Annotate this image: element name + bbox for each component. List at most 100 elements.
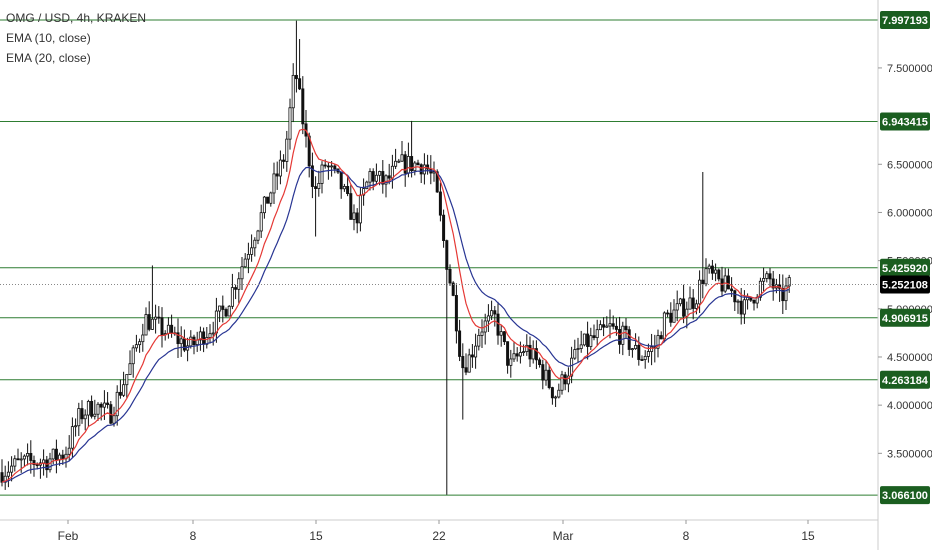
y-tick-label: 6.000000 [887, 207, 932, 219]
candle [723, 268, 727, 293]
candle [384, 174, 388, 198]
candle [262, 196, 266, 219]
axes [0, 0, 879, 550]
candle [349, 184, 353, 220]
candle [656, 329, 660, 358]
candle [598, 320, 602, 331]
horizontal-levels [0, 19, 878, 496]
candle [259, 204, 263, 238]
candle [602, 317, 606, 337]
candle [304, 110, 308, 148]
candle [566, 367, 570, 393]
candle [368, 168, 372, 191]
x-tick-label: 15 [801, 529, 815, 543]
candle [707, 263, 711, 274]
candle [240, 257, 244, 290]
svg-text:6.943415: 6.943415 [882, 117, 928, 129]
candle [214, 297, 218, 343]
candle [154, 304, 158, 334]
candle [544, 360, 548, 386]
candle [432, 161, 436, 182]
candle [493, 305, 497, 327]
candle [147, 301, 151, 332]
candle [256, 229, 260, 245]
candle [234, 284, 238, 300]
candle [560, 370, 564, 395]
candle [762, 267, 766, 292]
candle [22, 454, 26, 467]
candle [397, 158, 401, 164]
candle [474, 333, 478, 369]
candle [515, 347, 519, 362]
last-price-text: 5.252108 [882, 280, 928, 292]
y-tick-label: 4.000000 [887, 400, 932, 412]
candle [733, 289, 737, 311]
legend-ema20: EMA (20, close) [6, 51, 91, 65]
candle [115, 385, 119, 426]
candle [413, 160, 417, 176]
candle [224, 307, 228, 318]
svg-text:7.997193: 7.997193 [882, 15, 928, 27]
candle [672, 299, 676, 323]
candle [768, 267, 772, 288]
candle [771, 270, 775, 301]
candle [358, 187, 362, 232]
candle [509, 349, 513, 378]
candle [138, 338, 142, 353]
candle [77, 402, 81, 436]
candle [592, 324, 596, 341]
candle [374, 163, 378, 185]
svg-text:5.425920: 5.425920 [882, 263, 928, 275]
y-tick-label: 7.500000 [887, 63, 932, 75]
candle [445, 239, 449, 495]
candle [13, 455, 17, 472]
candle [310, 152, 314, 199]
candle [688, 286, 692, 310]
candle [141, 323, 145, 352]
candle [448, 264, 452, 286]
candle [179, 326, 183, 357]
candle [29, 440, 33, 474]
candle [112, 406, 116, 427]
candle [118, 379, 122, 399]
candle [61, 449, 65, 465]
candle [550, 386, 554, 405]
candle [301, 76, 305, 135]
candle [195, 331, 199, 352]
candle [227, 305, 231, 317]
candle [381, 160, 385, 194]
candle [282, 154, 286, 169]
candle [554, 395, 558, 407]
candle [422, 153, 426, 185]
candle [80, 400, 84, 424]
candle [314, 176, 318, 237]
level-label: 6.943415 [880, 112, 930, 131]
candle [93, 399, 97, 420]
candle [106, 392, 110, 409]
candle [573, 339, 577, 360]
candle [586, 321, 590, 360]
candle [6, 461, 10, 488]
candle [643, 350, 647, 369]
level-label: 3.066100 [880, 486, 930, 505]
x-tick-label: 8 [683, 529, 690, 543]
candle [365, 180, 369, 190]
candle [659, 331, 663, 340]
candlesticks [0, 20, 791, 495]
candle [682, 284, 686, 324]
candle [576, 337, 580, 363]
candle [32, 455, 36, 477]
candle [317, 170, 321, 197]
candle [237, 272, 241, 304]
candle [243, 253, 247, 268]
candle [272, 162, 276, 204]
candle [557, 383, 561, 399]
svg-text:4.906915: 4.906915 [882, 313, 928, 325]
candle [669, 302, 673, 327]
candle [486, 304, 490, 332]
candle [221, 295, 225, 323]
candle [589, 327, 593, 350]
candle [608, 309, 612, 339]
candle [525, 334, 529, 356]
